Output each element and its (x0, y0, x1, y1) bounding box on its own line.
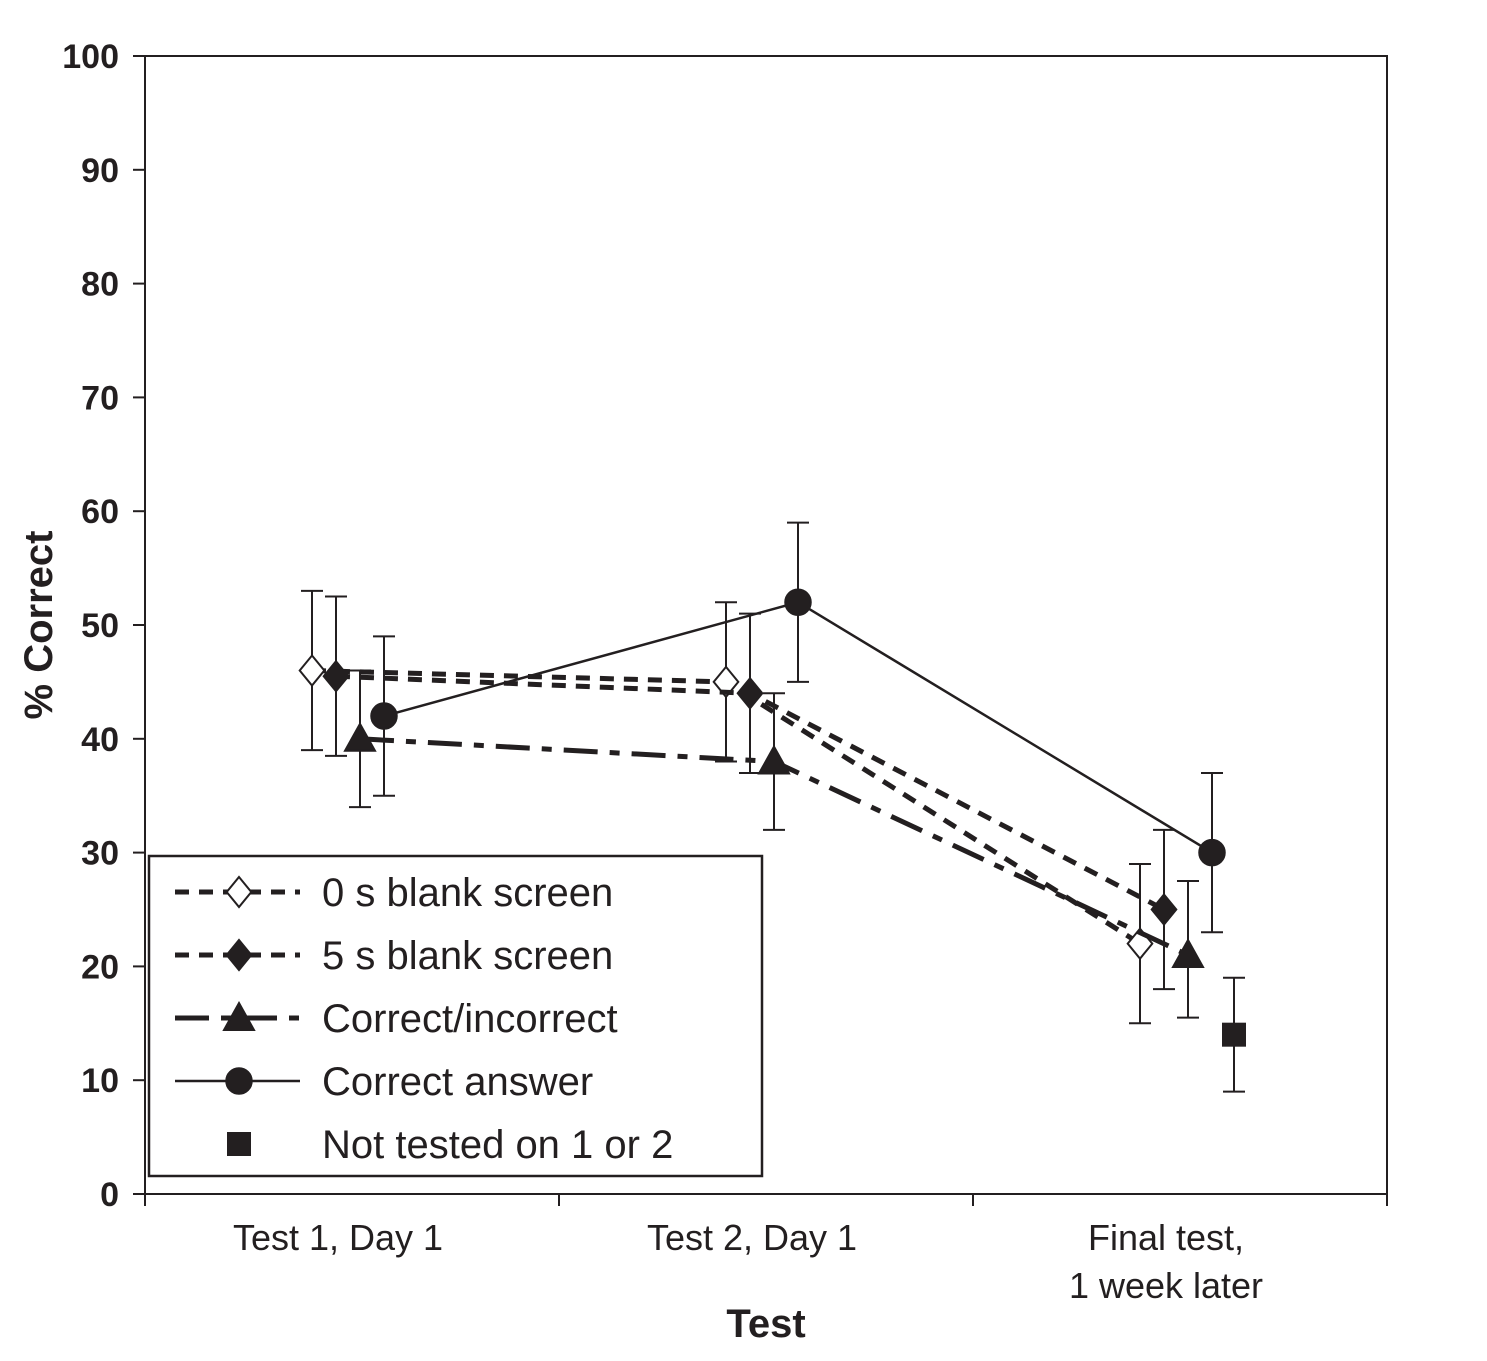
data-point (343, 721, 377, 752)
data-point (1198, 838, 1226, 867)
data-point (1222, 1022, 1246, 1047)
legend-item: Correct/incorrect (175, 997, 618, 1041)
y-tick-label: 40 (81, 721, 119, 759)
y-tick-label: 0 (100, 1176, 119, 1214)
x-tick-label: Test 2, Day 1 (647, 1217, 857, 1258)
y-tick-label: 50 (81, 607, 119, 645)
legend-item: 0 s blank screen (175, 871, 613, 915)
legend-label: 5 s blank screen (322, 934, 613, 978)
data-point (1150, 892, 1178, 927)
series-4 (1222, 976, 1246, 1093)
series-layer (298, 521, 1246, 1093)
y-tick-label: 10 (81, 1062, 119, 1100)
legend-label: 0 s blank screen (322, 871, 613, 915)
data-point (757, 744, 791, 775)
y-tick-label: 60 (81, 493, 119, 531)
data-point (225, 1067, 253, 1095)
x-axis: Test 1, Day 1 Test 2, Day 1 Final test, 1 w… (144, 1194, 1388, 1306)
y-tick-label: 80 (81, 266, 119, 304)
legend-item: Not tested on 1 or 2 (227, 1123, 673, 1167)
data-point (227, 1132, 251, 1156)
data-point (784, 588, 812, 616)
y-tick-label: 90 (81, 152, 119, 190)
legend-label: Not tested on 1 or 2 (322, 1123, 673, 1167)
data-point (222, 1000, 256, 1031)
data-point (736, 676, 764, 710)
y-axis: 0 10 20 30 40 50 60 70 80 90 100 (62, 38, 145, 1214)
y-axis-title: % Correct (17, 531, 61, 720)
data-point (322, 659, 350, 693)
y-tick-label: 100 (62, 38, 119, 76)
legend-label: Correct/incorrect (322, 997, 618, 1041)
data-point (1171, 937, 1205, 969)
data-point (298, 653, 326, 688)
legend-item: Correct answer (175, 1060, 593, 1104)
legend-item: 5 s blank screen (175, 934, 613, 978)
x-tick-label: Final test, 1 week later (1069, 1217, 1263, 1306)
series-2 (343, 669, 1205, 1019)
data-point (225, 938, 253, 972)
x-axis-title: Test (726, 1302, 805, 1346)
y-tick-label: 30 (81, 835, 119, 873)
x-tick-label: Test 1, Day 1 (233, 1217, 443, 1258)
legend: 0 s blank screen 5 s blank screen Correct/… (147, 854, 764, 1178)
data-point (225, 875, 253, 909)
data-point (712, 665, 740, 699)
series-3 (370, 521, 1226, 934)
y-tick-label: 20 (81, 948, 119, 986)
legend-label: Correct answer (322, 1060, 593, 1104)
data-point (370, 702, 398, 730)
y-tick-label: 70 (81, 379, 119, 417)
